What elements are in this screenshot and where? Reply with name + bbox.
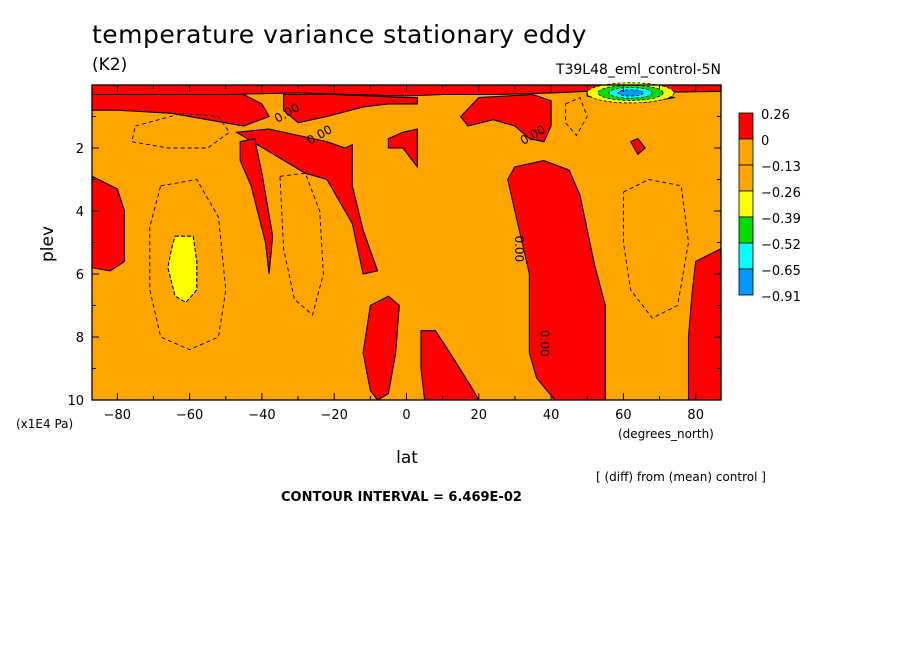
x-axis-units: (degrees_north) [618,427,714,441]
contour-label: 0.00 [512,235,526,262]
region-yellow-blob-minus60 [167,235,198,304]
x-tick-label: −80 [104,408,131,423]
x-tick-label: −20 [320,408,347,423]
run-label: T39L48_eml_control-5N [555,62,721,78]
colorbar-swatch [738,190,754,218]
region-upper-mid-blob [283,93,418,124]
cold-core-ring-3 [617,89,644,97]
contour-label: 0.00 [537,330,551,357]
y-tick-label: 10 [67,394,84,409]
colorbar-swatch [738,268,754,296]
y-tick-label: 6 [76,268,84,283]
region-lower-tropical-center [362,295,400,401]
region-mid-column-minus40 [239,137,274,275]
chart-units: (K2) [92,55,128,75]
region-nh-upper-left-blob [91,93,270,127]
x-tick-label: 40 [543,408,560,423]
fill-layer [91,82,722,401]
colorbar-swatch [738,112,754,140]
contour-interval: CONTOUR INTERVAL = 6.469E-02 [281,490,522,505]
colorbar-label: 0.26 [761,108,790,123]
x-ticks: −80 −60 −40 −20 0 20 40 60 80 [104,85,704,423]
colorbar-swatch [738,138,754,166]
region-tropical-column-left [234,128,379,275]
region-tropical-column-center [387,128,418,169]
y-tick-label: 8 [76,331,84,346]
x-tick-label: −60 [176,408,203,423]
x-tick-label: 0 [402,408,410,423]
colorbar-label: −0.26 [761,186,801,201]
region-lower-tropical-right [420,330,480,401]
region-sh-right-upper-patch [629,137,646,156]
colorbar-label: −0.91 [761,290,801,305]
contour-dash-minus30 [279,172,324,316]
x-tick-label: −40 [248,408,275,423]
colorbar-label: 0 [761,134,769,149]
contour-lines [131,96,689,351]
colorbar-legend: 0.26 0 −0.13 −0.26 −0.39 −0.52 −0.65 −0.91 [738,108,801,305]
y-axis-label: plev [38,226,58,262]
colorbar-label: −0.65 [761,264,801,279]
colorbar-label: −0.52 [761,238,801,253]
colorbar-label: −0.39 [761,212,801,227]
x-tick-label: 60 [615,408,632,423]
colorbar-swatch [738,164,754,192]
y-tick-label: 2 [76,142,84,157]
region-upper-30-blob [459,93,552,143]
x-tick-label: 80 [687,408,704,423]
chart-title: temperature variance stationary eddy [92,20,587,49]
x-axis-label: lat [396,448,418,468]
y-ticks: 2 4 6 8 10 [67,116,721,409]
colorbar-swatch [738,242,754,270]
diff-note: [ (diff) from (mean) control ] [596,470,766,484]
contour-dash-minus60-outer [149,179,227,351]
contour-dash-plus40-upper [565,96,588,137]
y-axis-units: (x1E4 Pa) [16,417,73,431]
x-tick-label: 20 [471,408,488,423]
colorbar-label: −0.13 [761,160,801,175]
contour-dash-plus65 [622,179,689,319]
y-tick-label: 4 [76,205,84,220]
colorbar-swatch [738,216,754,244]
